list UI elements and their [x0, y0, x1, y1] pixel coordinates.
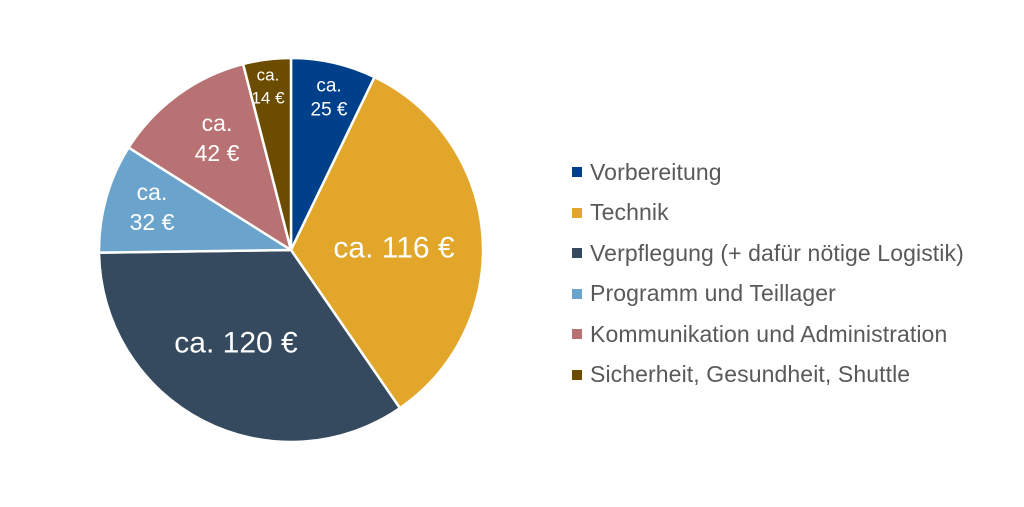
pie-slice-3 [97, 248, 402, 444]
pie-slice-label-1: ca. 25 € [311, 76, 348, 121]
pie-slice-label-3: ca. 120 € [174, 327, 298, 360]
legend-swatch [572, 288, 582, 299]
pie-slice-6 [241, 56, 293, 252]
pie-slice-label-2: ca. 116 € [333, 232, 455, 265]
pie-slice-label-line: ca. [137, 179, 168, 205]
pie-slices [97, 56, 485, 444]
pie-slice-label-line: ca. [202, 110, 233, 136]
pie-slice-2 [289, 75, 485, 410]
legend-swatch [572, 167, 582, 178]
legend-swatch [572, 207, 582, 218]
pie-slice-label-line: 32 € [130, 209, 175, 235]
legend-item-kommunikation: Kommunikation und Administration [572, 314, 964, 355]
legend-swatch [572, 369, 582, 380]
legend-item-programm: Programm und Teillager [572, 274, 964, 315]
pie-slice-label-line: 25 € [311, 100, 348, 121]
legend-item-sicherheit: Sicherheit, Gesundheit, Shuttle [572, 355, 964, 396]
chart-legend: Vorbereitung Technik Verpflegung (+ dafü… [572, 152, 964, 395]
pie-slice-label-line: 42 € [195, 140, 240, 166]
legend-label: Verpflegung (+ dafür nötige Logistik) [590, 239, 964, 266]
pie-slice-5 [127, 62, 293, 252]
pie-slice-label-4: ca. 32 € [130, 179, 175, 235]
legend-label: Sicherheit, Gesundheit, Shuttle [590, 361, 911, 388]
pie-slice-label-6: ca. 14 € [251, 66, 285, 108]
legend-swatch [572, 248, 582, 259]
pie-slice-label-line: ca. 120 € [174, 327, 298, 360]
pie-slice-label-line: 14 € [251, 89, 285, 108]
legend-label: Technik [590, 199, 669, 226]
legend-label: Vorbereitung [590, 158, 722, 185]
pie-slice-label-line: ca. 116 € [333, 232, 455, 265]
legend-swatch [572, 329, 582, 340]
pie-labels: ca. 25 €ca. 116 €ca. 120 €ca. 32 €ca. 42 €c… [130, 66, 455, 360]
pie-slice-4 [97, 146, 293, 254]
legend-item-verpflegung: Verpflegung (+ dafür nötige Logistik) [572, 233, 964, 274]
pie-slice-label-line: ca. [257, 66, 280, 85]
legend-label: Programm und Teillager [590, 280, 836, 307]
legend-label: Kommunikation und Administration [590, 320, 948, 347]
legend-item-vorbereitung: Vorbereitung [572, 152, 964, 193]
pie-slice-label-line: ca. [316, 76, 341, 97]
pie-slice-label-5: ca. 42 € [195, 110, 240, 166]
legend-item-technik: Technik [572, 193, 964, 234]
